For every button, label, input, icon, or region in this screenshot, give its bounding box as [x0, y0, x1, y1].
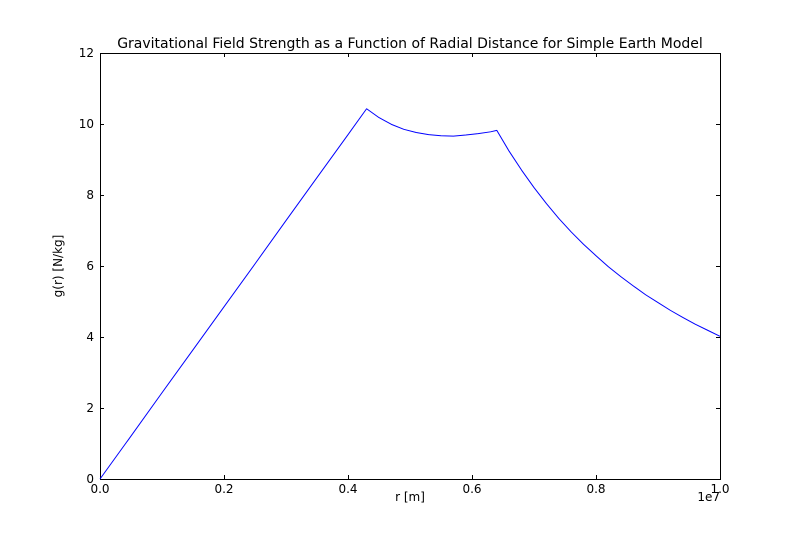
x-tick-label: 0.4	[338, 482, 357, 496]
line-series-g(r)	[99, 108, 721, 480]
y-tick-label: 8	[86, 188, 94, 202]
x-tick-label: 0.6	[462, 482, 481, 496]
y-tick-label: 6	[86, 259, 94, 273]
y-tick-label: 10	[79, 117, 94, 131]
x-tick-label: 0.8	[586, 482, 605, 496]
y-tick-label: 12	[79, 46, 94, 60]
chart-title: Gravitational Field Strength as a Functi…	[117, 36, 703, 52]
y-axis-ticks: 0 2 4 6 8 10 12	[79, 46, 720, 486]
x-axis-offset-label: 1e7	[697, 490, 720, 504]
x-tick-label: 0.2	[214, 482, 233, 496]
y-axis-label: g(r) [N/kg]	[51, 235, 65, 298]
y-tick-label: 4	[86, 330, 94, 344]
y-tick-label: 0	[86, 472, 94, 486]
plot-area-border	[100, 53, 721, 480]
gravity-curve-series	[99, 108, 721, 480]
x-axis-label: r [m]	[395, 490, 425, 504]
y-tick-label: 2	[86, 401, 94, 415]
x-tick-label: 1.0	[710, 482, 729, 496]
x-axis-ticks: 0.0 0.2 0.4 0.6 0.8 1.0	[90, 53, 730, 496]
x-tick-label: 0.0	[90, 482, 109, 496]
